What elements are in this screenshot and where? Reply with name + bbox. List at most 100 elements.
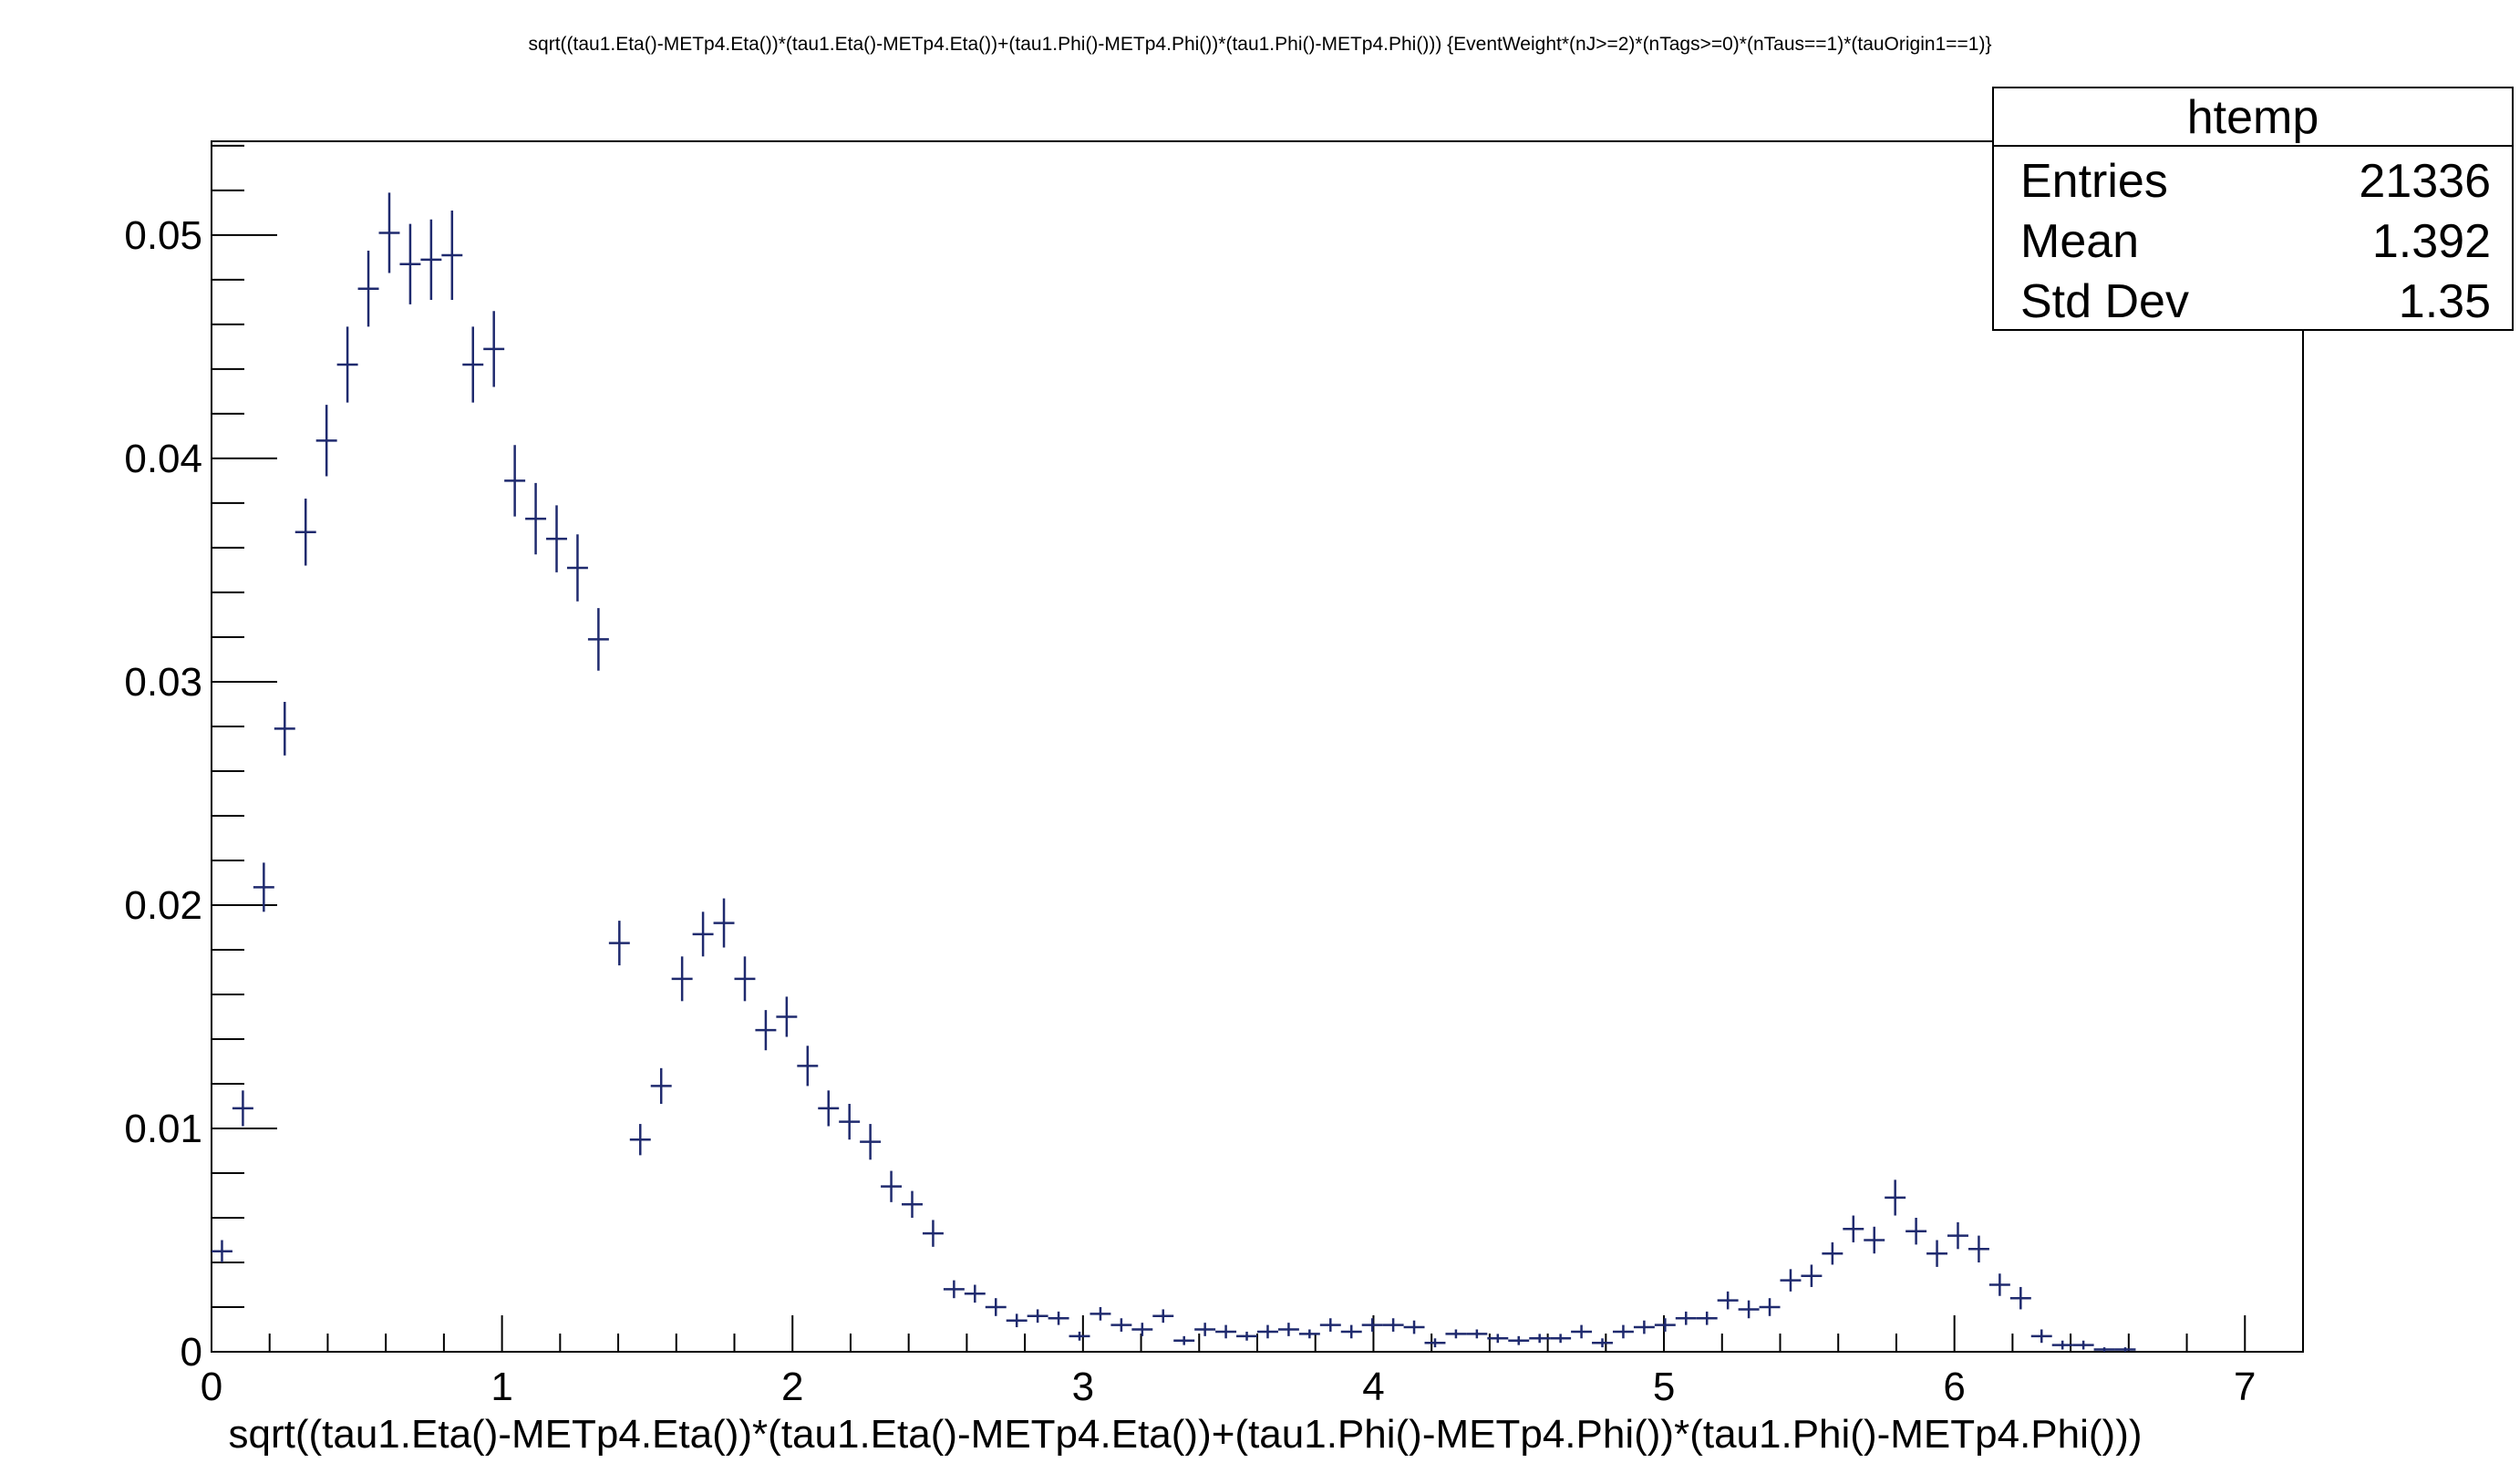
data-point bbox=[1006, 1313, 1028, 1328]
data-point bbox=[881, 1170, 903, 1202]
data-point bbox=[1801, 1264, 1823, 1287]
data-point bbox=[1298, 1329, 1320, 1339]
data-point bbox=[1382, 1318, 1404, 1332]
data-point bbox=[1194, 1323, 1216, 1336]
data-point bbox=[1131, 1323, 1153, 1336]
data-point bbox=[1633, 1320, 1655, 1334]
data-point bbox=[504, 445, 526, 517]
data-point bbox=[1152, 1309, 1174, 1324]
data-point bbox=[232, 1090, 253, 1127]
data-point bbox=[1759, 1298, 1781, 1316]
data-point bbox=[1445, 1329, 1467, 1339]
data-point bbox=[1864, 1226, 1885, 1254]
x-tick-labels: 0 1 2 3 4 5 6 7 bbox=[201, 1365, 2257, 1409]
data-point bbox=[420, 219, 442, 300]
data-point bbox=[1361, 1318, 1383, 1332]
x-tick-label: 7 bbox=[2234, 1365, 2256, 1409]
data-point bbox=[1947, 1221, 1968, 1250]
data-point bbox=[212, 1240, 232, 1262]
data-point bbox=[1717, 1291, 1739, 1310]
plot-frame bbox=[211, 140, 2304, 1353]
data-point bbox=[943, 1280, 965, 1299]
data-point bbox=[2051, 1340, 2073, 1350]
data-point bbox=[294, 499, 316, 566]
data-point bbox=[1696, 1311, 1718, 1325]
data-point bbox=[357, 251, 379, 327]
data-point bbox=[1277, 1323, 1299, 1336]
data-point bbox=[713, 898, 735, 948]
x-tick-label: 2 bbox=[781, 1365, 803, 1409]
data-point bbox=[1508, 1335, 1530, 1345]
data-point bbox=[1236, 1331, 1257, 1341]
data-point bbox=[546, 505, 567, 572]
data-point bbox=[671, 956, 693, 1002]
data-point bbox=[253, 862, 274, 912]
data-point bbox=[483, 311, 505, 387]
data-point bbox=[1780, 1269, 1802, 1292]
stats-box-frame bbox=[1992, 87, 2514, 331]
data-point bbox=[1988, 1273, 2010, 1296]
data-point bbox=[1403, 1320, 1425, 1334]
data-point bbox=[2009, 1286, 2031, 1310]
data-point bbox=[1173, 1335, 1195, 1345]
data-point bbox=[336, 326, 358, 403]
data-point bbox=[1822, 1241, 1844, 1265]
x-tick-label: 6 bbox=[1943, 1365, 1965, 1409]
stats-mean-value: 1.392 bbox=[2372, 215, 2491, 268]
y-tick-label: 0 bbox=[181, 1330, 202, 1375]
data-point bbox=[1675, 1311, 1697, 1325]
data-point bbox=[1048, 1311, 1069, 1325]
data-point bbox=[1843, 1215, 1864, 1242]
data-point bbox=[818, 1090, 840, 1127]
data-point bbox=[1110, 1318, 1132, 1332]
data-point bbox=[902, 1190, 923, 1218]
data-point bbox=[274, 701, 295, 756]
data-point bbox=[1612, 1324, 1634, 1339]
data-point bbox=[1319, 1318, 1341, 1332]
stats-stddev-value: 1.35 bbox=[2399, 275, 2491, 328]
stats-entries-value: 21336 bbox=[2359, 155, 2491, 208]
data-point bbox=[839, 1104, 861, 1140]
y-tick-label: 0.05 bbox=[124, 213, 202, 258]
stats-entries-label: Entries bbox=[2020, 155, 2168, 208]
data-point bbox=[734, 956, 756, 1002]
stats-box-name: htemp bbox=[2187, 91, 2319, 144]
data-point bbox=[1257, 1324, 1278, 1339]
x-tick-label: 4 bbox=[1362, 1365, 1384, 1409]
data-point bbox=[1905, 1217, 1927, 1245]
stats-mean-label: Mean bbox=[2020, 215, 2139, 268]
data-point bbox=[860, 1124, 882, 1160]
data-point bbox=[1738, 1300, 1760, 1319]
data-point bbox=[797, 1046, 819, 1087]
data-point bbox=[985, 1298, 1007, 1316]
data-point bbox=[1424, 1338, 1446, 1348]
data-point bbox=[692, 912, 714, 957]
data-point bbox=[462, 326, 484, 403]
data-point bbox=[1069, 1331, 1090, 1341]
data-point bbox=[964, 1284, 986, 1303]
data-point bbox=[608, 921, 630, 966]
data-point bbox=[1654, 1318, 1676, 1332]
stats-stddev-label: Std Dev bbox=[2020, 275, 2189, 328]
data-point bbox=[629, 1124, 651, 1156]
data-point bbox=[441, 210, 463, 300]
data-point bbox=[1466, 1329, 1488, 1339]
x-tick-label: 3 bbox=[1072, 1365, 1094, 1409]
y-tick-label: 0.01 bbox=[124, 1107, 202, 1151]
data-point bbox=[2093, 1347, 2115, 1352]
data-point bbox=[922, 1220, 944, 1247]
data-point bbox=[1571, 1324, 1593, 1339]
x-tick-label: 1 bbox=[491, 1365, 512, 1409]
data-point bbox=[1027, 1309, 1048, 1324]
data-point bbox=[1340, 1324, 1362, 1339]
x-axis bbox=[211, 1315, 2304, 1352]
data-point bbox=[1215, 1324, 1237, 1339]
data-point bbox=[1926, 1240, 1948, 1267]
data-point bbox=[315, 405, 337, 477]
data-point bbox=[566, 534, 588, 602]
y-tick-label: 0.03 bbox=[124, 660, 202, 705]
data-point bbox=[1885, 1179, 1906, 1216]
data-point bbox=[1550, 1334, 1572, 1344]
x-axis-title: sqrt((tau1.Eta()-METp4.Eta())*(tau1.Eta(… bbox=[228, 1412, 2142, 1457]
